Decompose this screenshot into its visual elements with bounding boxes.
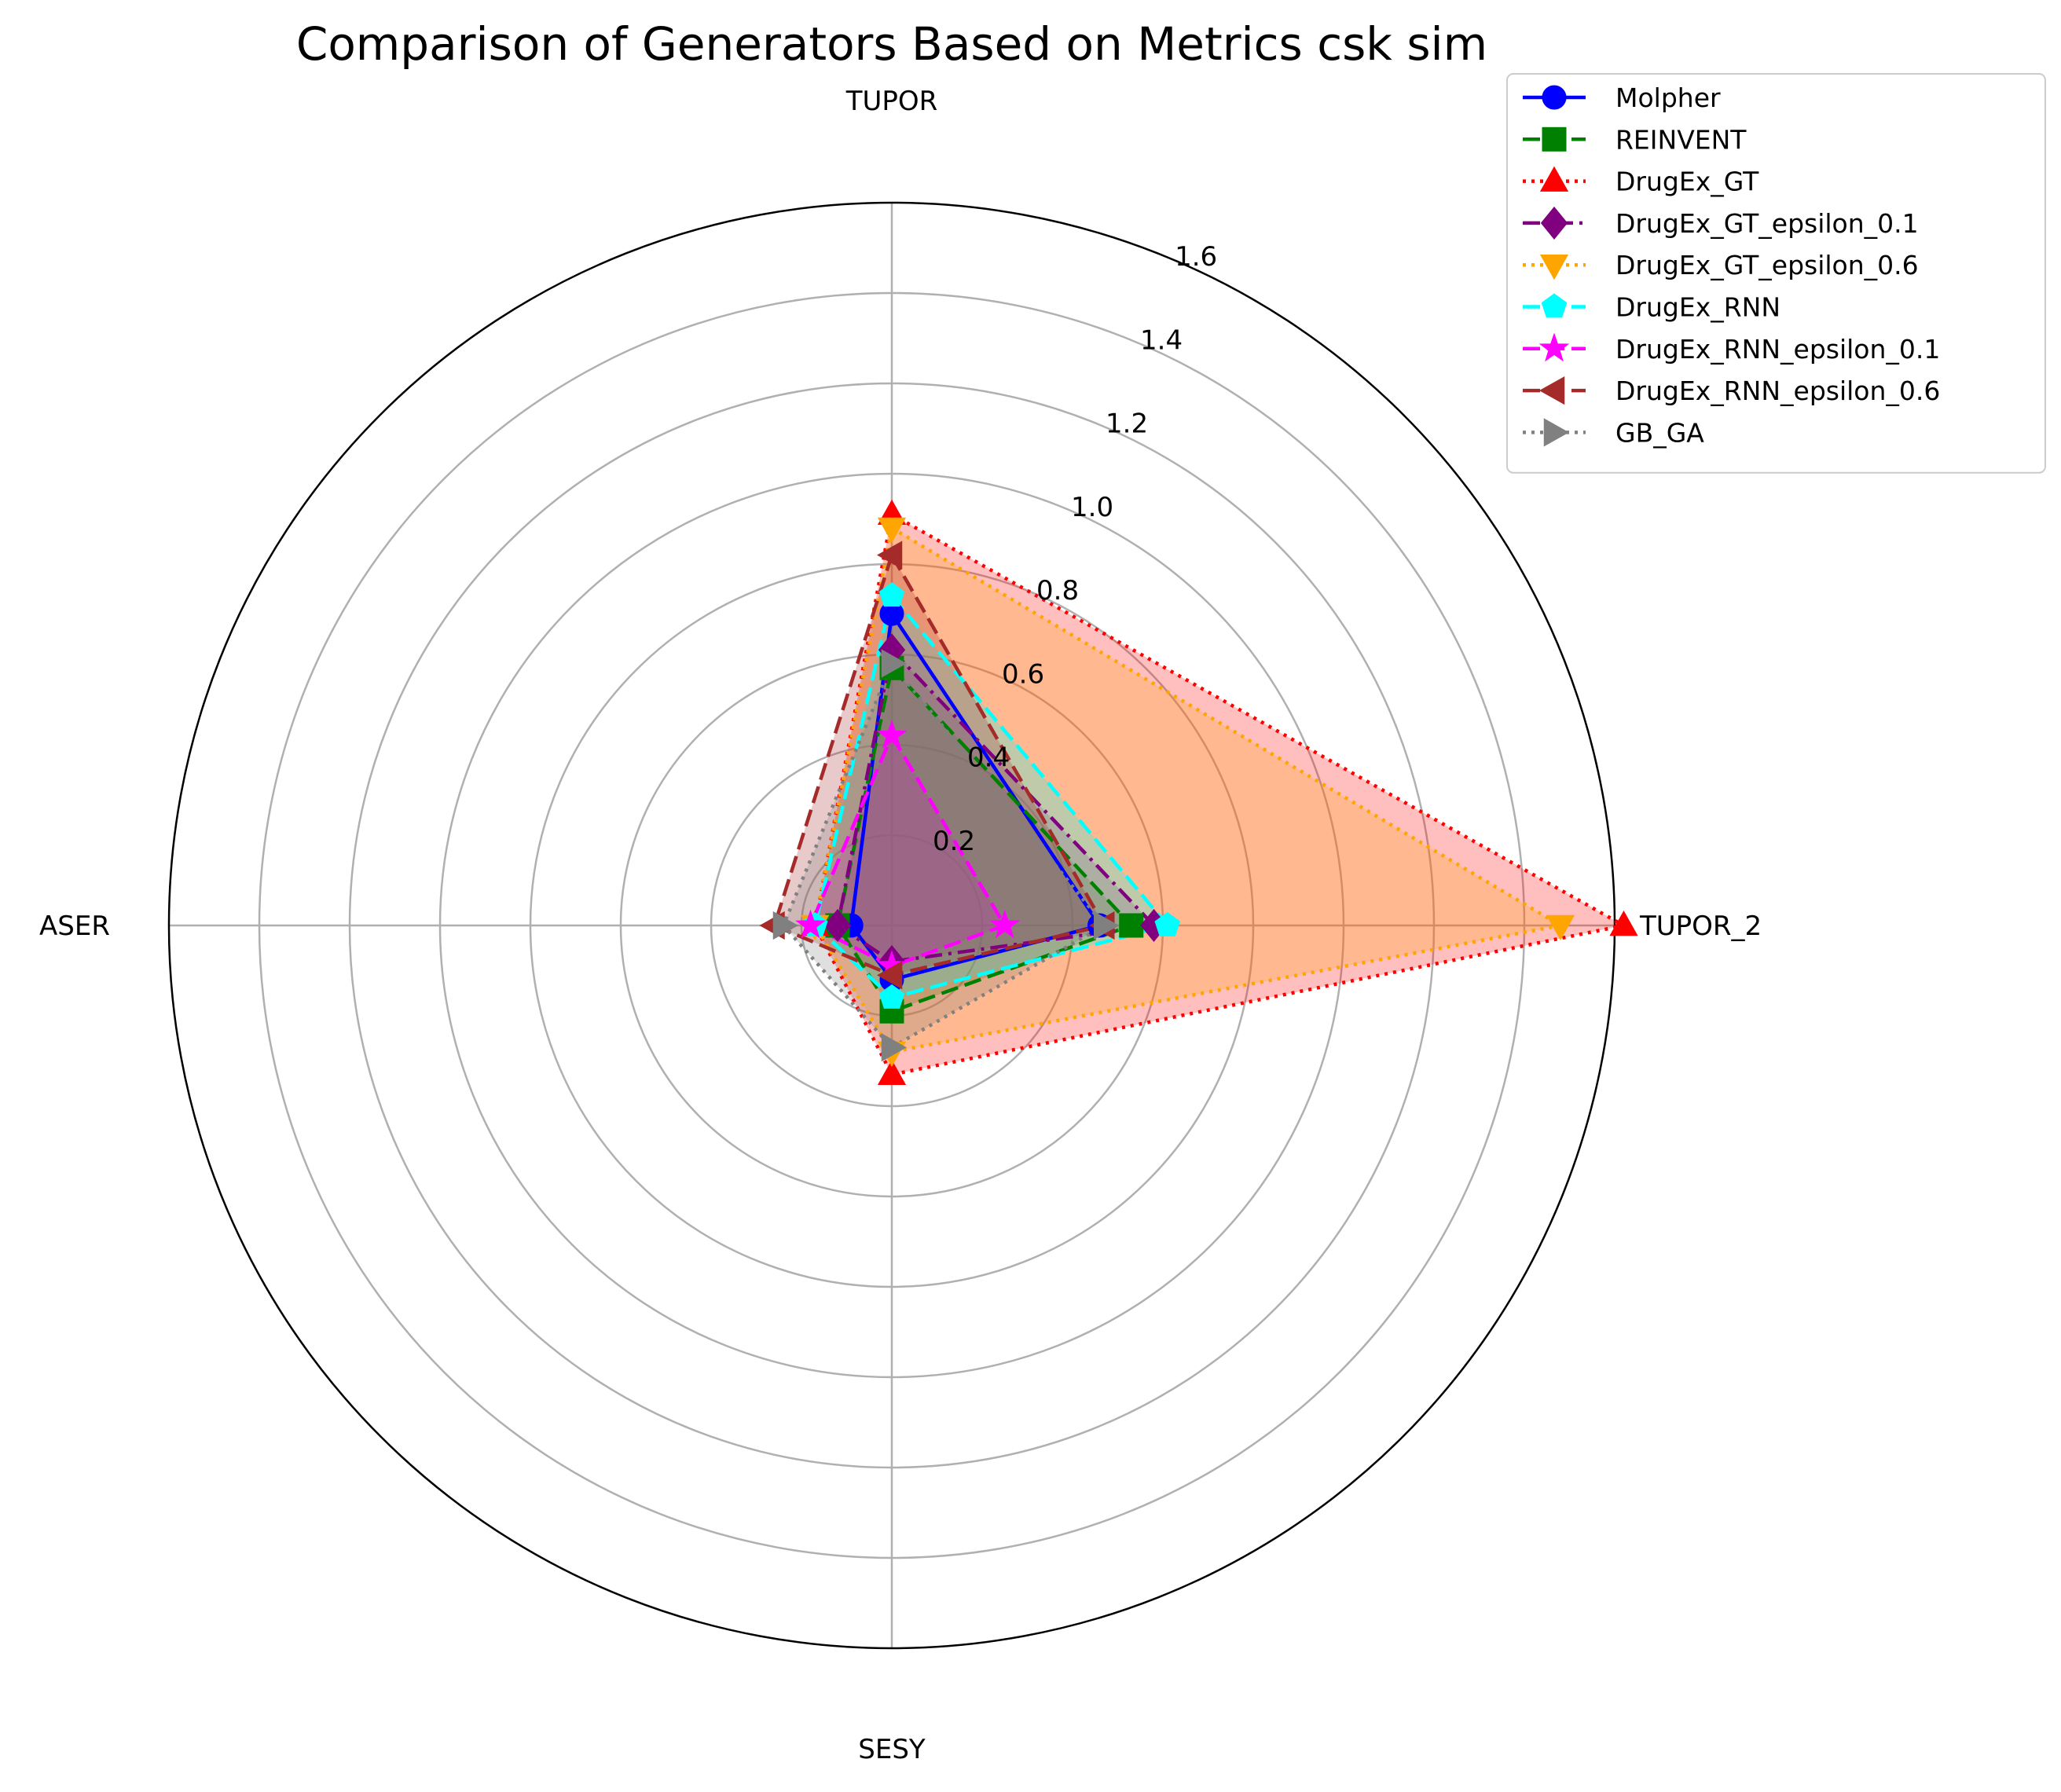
data-point-gb-ga-tupor-2	[1094, 911, 1120, 940]
axis-label-sesy: SESY	[858, 1734, 926, 1765]
legend-marker-gb-ga	[1543, 418, 1570, 447]
data-point-drugex-rnn-epsilon-0-1-aser	[795, 909, 826, 939]
data-point-gb-ga-sesy	[881, 1033, 908, 1062]
data-point-drugex-rnn-epsilon-0-6-sesy	[876, 961, 903, 990]
r-tick-label: 0.6	[1002, 658, 1044, 690]
data-point-drugex-rnn-epsilon-0-1-tupor	[876, 720, 908, 749]
legend-marker-drugex-gt	[1539, 166, 1569, 192]
r-tick-label: 1.0	[1071, 492, 1113, 523]
axis-label-tupor-2: TUPOR_2	[1639, 911, 1762, 942]
outer-frame	[167, 201, 1616, 1650]
series-line-drugex-gt-epsilon-0-6	[813, 526, 1563, 1054]
legend-marker-drugex-gt-epsilon-0-1	[1540, 206, 1568, 240]
series-fill-drugex-gt-epsilon-0-1	[838, 650, 1154, 962]
legend-label-drugex-rnn-epsilon-0-6: DrugEx_RNN_epsilon_0.6	[1615, 376, 1940, 406]
data-point-drugex-rnn-tupor-2	[1154, 911, 1181, 936]
series-fill-molpher	[851, 614, 1100, 980]
axis-label-tupor: TUPOR	[845, 86, 938, 117]
series-line-drugex-gt	[813, 512, 1626, 1077]
r-tick-label: 1.4	[1140, 324, 1183, 356]
legend-marker-drugex-gt-epsilon-0-6	[1539, 254, 1569, 280]
data-point-drugex-rnn-epsilon-0-1-tupor-2	[989, 909, 1021, 939]
data-point-drugex-rnn-tupor	[878, 582, 905, 607]
data-point-drugex-gt-epsilon-0-1-aser	[823, 908, 852, 943]
data-point-drugex-gt-epsilon-0-6-tupor	[877, 517, 907, 544]
legend-label-drugex-gt-epsilon-0-6: DrugEx_GT_epsilon_0.6	[1615, 250, 1919, 280]
series-fill-drugex-rnn-epsilon-0-1	[810, 735, 1005, 966]
axis-labels: TUPOR TUPOR_2 SESY ASER	[39, 86, 1762, 1765]
legend-marker-drugex-rnn	[1541, 293, 1568, 318]
data-point-drugex-gt-epsilon-0-6-tupor-2	[1546, 914, 1575, 941]
series-line-drugex-rnn-epsilon-0-1	[809, 734, 1007, 969]
legend-marker-reinvent	[1542, 126, 1567, 152]
legend-label-reinvent: REINVENT	[1615, 124, 1747, 155]
data-point-drugex-gt-tupor-2	[1609, 910, 1638, 936]
series-line-drugex-gt-epsilon-0-1	[835, 648, 1156, 964]
axis-label-aser: ASER	[39, 911, 110, 942]
data-point-drugex-rnn-sesy	[878, 984, 905, 1009]
legend: Molpher REINVENT DrugEx_GT DrugEx_GT_epsilo…	[1506, 73, 2046, 474]
data-point-drugex-rnn-epsilon-0-6-tupor	[876, 541, 903, 570]
radial-tick-labels: 0.2 0.4 0.6 0.8 1.0 1.2 1.4 1.6	[933, 241, 1217, 857]
r-tick-label: 0.4	[967, 742, 1010, 774]
series-line-gb-ga	[781, 661, 1106, 1050]
data-point-drugex-gt-sesy	[877, 1059, 907, 1085]
r-tick-label: 0.8	[1036, 575, 1079, 606]
r-tick-label: 0.2	[933, 826, 975, 857]
legend-label-molpher: Molpher	[1615, 82, 1721, 113]
r-tick-label: 1.2	[1106, 409, 1148, 440]
data-point-gb-ga-tupor	[881, 649, 908, 678]
legend-label-drugex-gt: DrugEx_GT	[1615, 167, 1759, 197]
chart-title: Comparison of Generators Based on Metric…	[296, 17, 1487, 71]
data-point-reinvent-tupor-2	[1119, 913, 1144, 938]
legend-label-drugex-gt-epsilon-0-1: DrugEx_GT_epsilon_0.1	[1615, 208, 1919, 239]
series-fills	[774, 514, 1624, 1075]
legend-label-gb-ga: GB_GA	[1615, 417, 1704, 448]
legend-marker-drugex-rnn-epsilon-0-6	[1538, 376, 1565, 405]
r-tick-label: 1.6	[1175, 241, 1217, 273]
legend-label-drugex-rnn-epsilon-0-1: DrugEx_RNN_epsilon_0.1	[1615, 334, 1940, 365]
data-point-gb-ga-aser	[772, 911, 799, 940]
legend-marker-drugex-rnn-epsilon-0-1	[1538, 332, 1570, 362]
series-markers	[759, 499, 1638, 1085]
legend-box	[1506, 73, 2046, 474]
series-fill-reinvent	[838, 668, 1131, 1012]
legend-marker-molpher	[1542, 85, 1567, 110]
series-fill-drugex-gt	[815, 514, 1624, 1075]
legend-label-drugex-rnn: DrugEx_RNN	[1615, 292, 1780, 323]
